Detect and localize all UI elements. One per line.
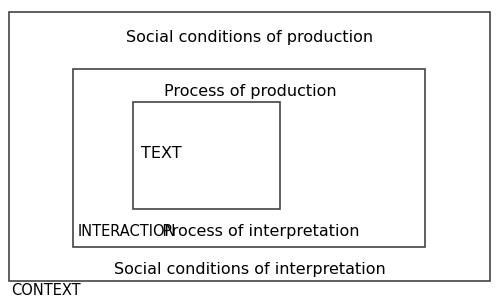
Bar — [132, 102, 280, 209]
Text: Process of production: Process of production — [164, 84, 336, 99]
Text: Social conditions of interpretation: Social conditions of interpretation — [114, 262, 386, 277]
Text: Process of interpretation: Process of interpretation — [152, 224, 360, 239]
Text: Social conditions of production: Social conditions of production — [126, 30, 374, 45]
Text: INTERACTION: INTERACTION — [78, 224, 176, 239]
Text: CONTEXT: CONTEXT — [11, 283, 80, 298]
Text: TEXT: TEXT — [141, 147, 182, 161]
Bar — [72, 69, 425, 247]
